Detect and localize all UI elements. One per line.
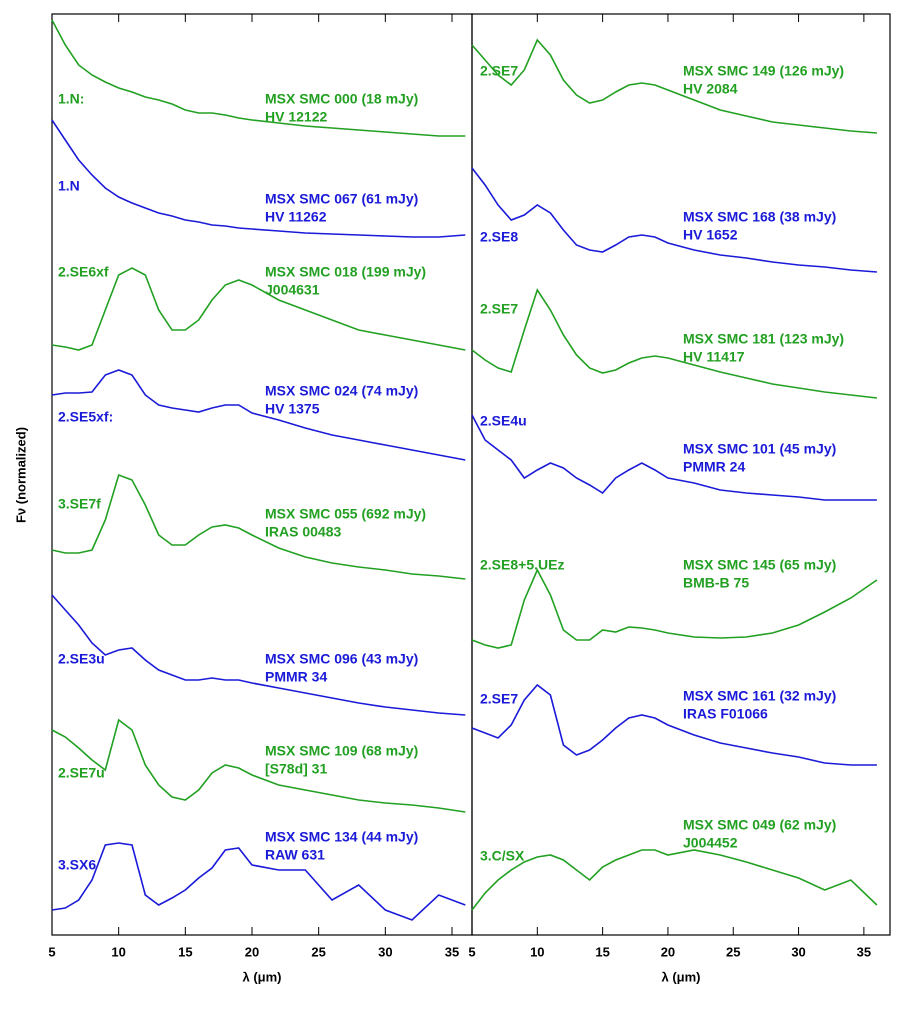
series-alias: IRAS F01066: [683, 706, 768, 722]
spectrum-line: [51, 473, 466, 580]
x-axis-label: λ (μm): [661, 969, 700, 984]
spectrum-line: [471, 414, 877, 501]
series-alias: PMMR 34: [265, 669, 327, 685]
x-tick-label: 35: [445, 944, 459, 959]
x-tick-label: 20: [245, 944, 259, 959]
spectrum-line: [51, 718, 466, 813]
classification-label: 1.N:: [58, 91, 84, 107]
classification-label: 3.SE7f: [58, 496, 101, 512]
classification-label: 3.SX6: [58, 857, 96, 873]
classification-label: 2.SE7: [480, 691, 518, 707]
series-alias: HV 11417: [683, 349, 745, 365]
spectrum-line: [51, 369, 466, 461]
series-name: MSX SMC 055 (692 mJy): [265, 506, 426, 522]
classification-label: 2.SE6xf: [58, 264, 109, 280]
x-tick-label: 5: [48, 944, 55, 959]
spectrum-line: [51, 267, 466, 351]
series-name: MSX SMC 134 (44 mJy): [265, 829, 418, 845]
spectrum-line: [471, 849, 878, 911]
series-name: MSX SMC 067 (61 mJy): [265, 191, 418, 207]
series-alias: J004631: [265, 282, 320, 298]
x-tick-label: 25: [311, 944, 325, 959]
x-tick-label: 15: [178, 944, 192, 959]
spectrum-line: [471, 38, 877, 134]
series-alias: RAW 631: [265, 847, 325, 863]
series-name: MSX SMC 018 (199 mJy): [265, 264, 426, 280]
classification-label: 3.C/SX: [480, 848, 525, 864]
y-axis-label: Fν (normalized): [13, 427, 28, 523]
series-name: MSX SMC 096 (43 mJy): [265, 651, 418, 667]
x-tick-label: 10: [530, 944, 544, 959]
classification-label: 2.SE7: [480, 63, 518, 79]
classification-label: 2.SE5xf:: [58, 409, 113, 425]
classification-label: 1.N: [58, 178, 80, 194]
spectrum-line: [51, 119, 466, 238]
series-alias: [S78d] 31: [265, 761, 327, 777]
series-alias: HV 1652: [683, 227, 738, 243]
x-tick-label: 25: [726, 944, 740, 959]
x-tick-label: 35: [857, 944, 871, 959]
x-tick-label: 30: [378, 944, 392, 959]
spectrum-line: [51, 594, 466, 716]
spectrum-line: [471, 568, 878, 649]
classification-label: 2.SE3u: [58, 651, 105, 667]
series-alias: HV 2084: [683, 81, 738, 97]
classification-label: 2.SE7: [480, 301, 518, 317]
series-name: MSX SMC 024 (74 mJy): [265, 383, 418, 399]
series-alias: HV 11262: [265, 209, 327, 225]
x-tick-label: 20: [661, 944, 675, 959]
classification-label: 2.SE7u: [58, 765, 105, 781]
series-alias: HV 1375: [265, 401, 320, 417]
x-tick-label: 15: [595, 944, 609, 959]
classification-label: 2.SE8+5.UEz: [480, 557, 564, 573]
x-tick-label: 30: [791, 944, 805, 959]
series-name: MSX SMC 049 (62 mJy): [683, 817, 836, 833]
spectrum-line: [471, 167, 877, 273]
series-alias: BMB-B 75: [683, 575, 749, 591]
classification-label: 2.SE4u: [480, 413, 527, 429]
series-alias: J004452: [683, 835, 738, 851]
spectrum-line: [51, 19, 466, 137]
classification-label: 2.SE8: [480, 229, 518, 245]
plot-frame: [471, 13, 891, 936]
series-name: MSX SMC 149 (126 mJy): [683, 63, 844, 79]
series-name: MSX SMC 161 (32 mJy): [683, 688, 836, 704]
series-name: MSX SMC 181 (123 mJy): [683, 331, 844, 347]
series-alias: HV 12122: [265, 109, 327, 125]
x-tick-label: 5: [468, 944, 475, 959]
series-name: MSX SMC 145 (65 mJy): [683, 557, 836, 573]
spectrum-line: [471, 683, 877, 766]
series-alias: PMMR 24: [683, 459, 745, 475]
x-axis-label: λ (μm): [242, 969, 281, 984]
series-name: MSX SMC 000 (18 mJy): [265, 91, 418, 107]
spectrum-line: [471, 288, 877, 399]
plot-frame: [51, 13, 473, 936]
series-alias: IRAS 00483: [265, 524, 341, 540]
spectrum-line: [51, 842, 466, 921]
series-name: MSX SMC 168 (38 mJy): [683, 209, 836, 225]
series-name: MSX SMC 109 (68 mJy): [265, 743, 418, 759]
x-tick-label: 10: [111, 944, 125, 959]
series-name: MSX SMC 101 (45 mJy): [683, 441, 836, 457]
